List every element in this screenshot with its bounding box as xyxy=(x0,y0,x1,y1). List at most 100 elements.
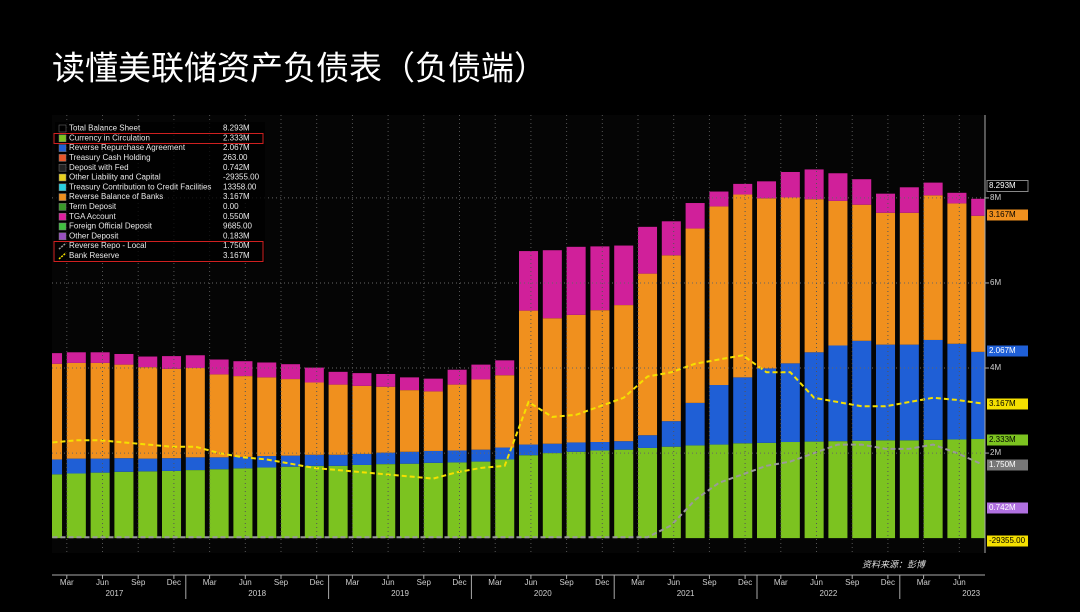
bar-segment xyxy=(423,391,443,451)
bar-segment xyxy=(614,441,634,450)
bar-segment xyxy=(352,453,372,465)
bar-segment xyxy=(162,356,182,369)
right-label-box xyxy=(987,502,1028,514)
bar-segment xyxy=(90,352,110,363)
bar-segment xyxy=(899,440,919,539)
legend: Total Balance Sheet 8.293M Currency in Cir… xyxy=(53,122,265,263)
bar-segment xyxy=(138,356,158,368)
bar-segment xyxy=(876,212,896,345)
x-tick-label: Dec xyxy=(738,578,752,587)
bar-segment xyxy=(281,466,301,539)
bar-segment xyxy=(90,362,110,459)
legend-value: 8.293M xyxy=(223,124,250,133)
bar-segment xyxy=(566,246,586,315)
legend-swatch xyxy=(58,203,67,211)
x-tick-label: Mar xyxy=(488,578,502,587)
bar-segment xyxy=(328,384,348,455)
y-tick-label: 2M xyxy=(990,448,1001,457)
bar-segment xyxy=(685,228,705,403)
x-tick-label: Sep xyxy=(702,578,717,587)
legend-swatch xyxy=(58,232,67,241)
bar-segment xyxy=(447,450,467,463)
year-label: 2020 xyxy=(534,589,552,598)
bar-segment xyxy=(304,465,324,539)
bar-segment xyxy=(400,463,420,539)
x-tick-label: Mar xyxy=(917,578,931,587)
legend-label: Reverse Repo - Local xyxy=(69,241,147,250)
legend-swatch xyxy=(58,183,67,192)
bar-segment xyxy=(590,246,610,311)
bar-segment xyxy=(328,371,348,385)
bar-segment xyxy=(66,362,86,459)
legend-label: Deposit with Fed xyxy=(69,163,129,172)
x-tick-label: Dec xyxy=(452,578,466,587)
bar-segment xyxy=(780,171,800,198)
bar-segment xyxy=(352,385,372,454)
bar-segment xyxy=(185,457,205,471)
right-label: 0.742M xyxy=(989,503,1016,512)
legend-swatch xyxy=(58,173,67,182)
legend-swatch xyxy=(58,193,67,201)
bar-segment xyxy=(471,461,491,539)
bar-segment xyxy=(447,462,467,539)
legend-value: 3.167M xyxy=(223,192,250,201)
x-tick-label: Mar xyxy=(774,578,788,587)
bar-segment xyxy=(828,200,848,346)
bar-segment xyxy=(971,351,985,440)
bar-segment xyxy=(90,458,110,473)
legend-swatch xyxy=(58,163,67,172)
bar-segment xyxy=(590,442,610,451)
bar-segment xyxy=(757,198,777,369)
right-label-box xyxy=(987,459,1028,471)
bar-segment xyxy=(328,465,348,539)
year-label: 2022 xyxy=(820,589,838,598)
bar-segment xyxy=(162,470,182,539)
right-label-box xyxy=(987,209,1028,221)
bar-segment xyxy=(209,469,229,539)
legend-label: Term Deposit xyxy=(69,202,117,211)
bar-segment xyxy=(328,454,348,466)
bar-segment xyxy=(804,169,824,200)
legend-label: Other Liability and Capital xyxy=(69,173,161,182)
bar-segment xyxy=(162,458,182,471)
bar-segment xyxy=(185,368,205,458)
bar-segment xyxy=(971,215,985,352)
bar-segment xyxy=(471,449,491,462)
bar-segment xyxy=(257,467,277,539)
bar-segment xyxy=(733,443,753,539)
bar-segment xyxy=(52,474,63,539)
right-label: 2.333M xyxy=(989,435,1016,444)
bar-segment xyxy=(709,385,729,445)
bar-segment xyxy=(257,362,277,378)
right-label: 3.167M xyxy=(989,210,1016,219)
x-tick-label: Jun xyxy=(382,578,395,587)
bar-segment xyxy=(257,456,277,468)
bar-segment xyxy=(423,450,443,463)
bar-segment xyxy=(209,374,229,458)
x-tick-label: Jun xyxy=(524,578,537,587)
bar-segment xyxy=(638,273,658,436)
bar-segment xyxy=(114,471,134,539)
bar-segment xyxy=(542,250,562,319)
right-label: 2.067M xyxy=(989,346,1016,355)
legend-swatch xyxy=(58,242,67,250)
legend-label: Treasury Cash Holding xyxy=(69,153,151,162)
bar-segment xyxy=(138,367,158,459)
legend-label: Foreign Official Deposit xyxy=(69,222,153,231)
highlight-box xyxy=(53,133,264,144)
bar-segment xyxy=(590,450,610,539)
bar-segment xyxy=(376,373,396,387)
bar-segment xyxy=(519,455,539,539)
bar-segment xyxy=(971,198,985,216)
x-tick-label: Sep xyxy=(845,578,860,587)
bar-segment xyxy=(233,376,253,457)
bar-segment xyxy=(852,204,872,341)
bar-segment xyxy=(923,339,943,440)
source: 资料来源：彭博 xyxy=(862,560,927,571)
bar-segment xyxy=(257,377,277,457)
legend-swatch xyxy=(58,124,67,133)
right-label: 8.293M xyxy=(989,181,1016,190)
bar-segment xyxy=(780,363,800,443)
legend-label: Currency in Circulation xyxy=(69,133,150,142)
